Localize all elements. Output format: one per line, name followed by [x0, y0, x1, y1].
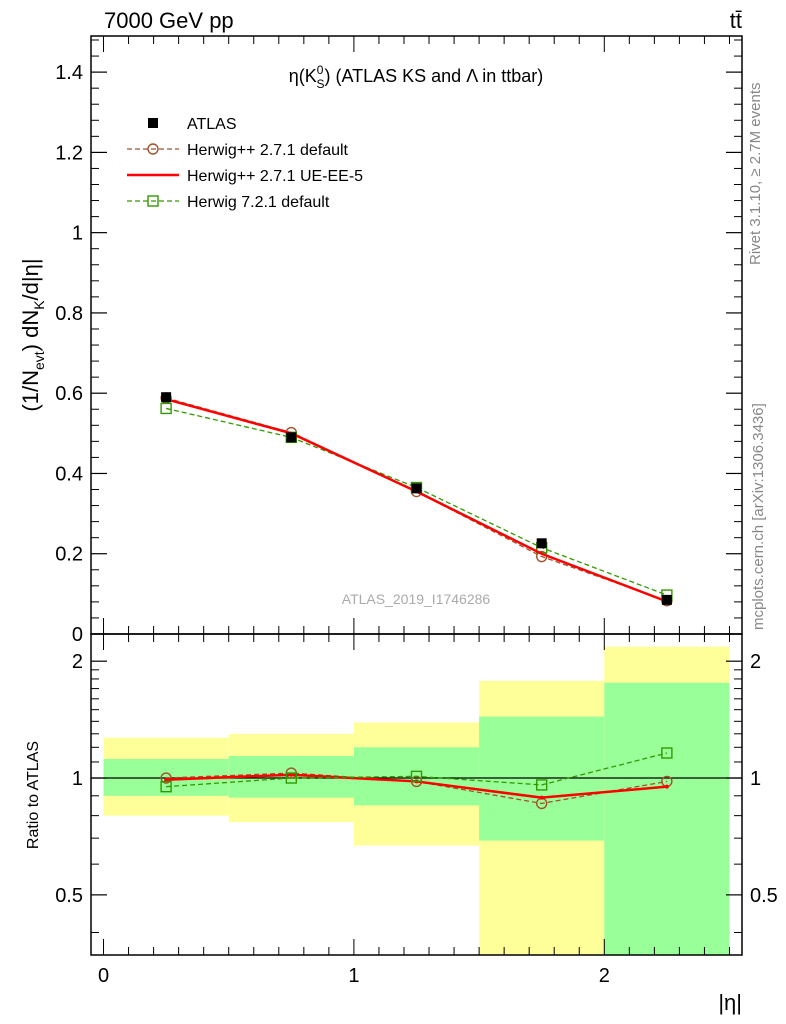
ratio-y-tick-label-right-2: 2: [750, 651, 761, 673]
ratio-y-tick-label-left-1: 1: [72, 768, 83, 790]
x-tick-label-2: 2: [599, 965, 610, 987]
process-label: tt̄: [730, 8, 742, 33]
mcplots-label: mcplots.cern.ch [arXiv:1306.3436]: [750, 403, 767, 630]
legend: ATLAS Herwig++ 2.7.1 default Herwig++ 2.7.…: [127, 116, 363, 211]
ratio-line-herwig-7-2-1-default: [166, 752, 668, 788]
ratio-y-tick-label-right-1: 1: [750, 768, 761, 790]
main-series: [160, 392, 673, 607]
x-axis-label: |η|: [718, 990, 742, 1015]
main-y-tick-label-3: 0.6: [55, 383, 83, 405]
ratio-y-tick-label-left-2: 2: [72, 651, 83, 673]
main-y-tick-label-4: 0.8: [55, 303, 83, 325]
legend-label-herwig-7-2-1-default: Herwig 7.2.1 default: [187, 194, 330, 211]
main-y-tick-label-6: 1.2: [55, 142, 83, 164]
plot-title: η(K0 S) (ATLAS KS and Λ in ttbar): [289, 63, 544, 91]
ratio-y-axis-label: Ratio to ATLAS: [25, 741, 42, 849]
x-tick-label-0: 0: [98, 965, 109, 987]
analysis-watermark: ATLAS_2019_I1746286: [342, 591, 491, 607]
main-y-tick-label-5: 1: [72, 223, 83, 245]
rivet-label: Rivet 3.1.10, ≥ 2.7M events: [747, 83, 764, 266]
main-y-tick-label-2: 0.4: [55, 463, 83, 485]
ylabel-c: /d|η|: [18, 258, 43, 300]
main-y-tick-label-0: 0: [72, 624, 83, 646]
main-point-atlas-4: [661, 594, 672, 605]
legend-label-herwig-2-7-1-default: Herwig++ 2.7.1 default: [187, 142, 349, 159]
ylabel-k: K: [31, 300, 47, 310]
ratio-point-herwig-7-2-1-default-2: [410, 770, 423, 783]
x-tick-label-1: 1: [348, 965, 359, 987]
ratio-y-tick-label-right-0: 0.5: [750, 885, 778, 907]
ratio-point-herwig-7-2-1-default-0: [160, 780, 172, 793]
title-sup: 0: [317, 63, 324, 77]
legend-marker-herwig-7-2-1-default: [147, 195, 159, 207]
ratio-point-herwig-7-2-1-default-4: [661, 747, 673, 759]
ratio-point-herwig-7-2-1-default-1: [285, 772, 298, 784]
ratio-point-herwig-7-2-1-default-3: [535, 779, 548, 791]
main-y-tick-label-7: 1.4: [55, 62, 83, 84]
ratio-point-herwig-2-7-1-ue-ee-5-3: [539, 795, 544, 800]
main-point-atlas-0: [161, 392, 172, 403]
main-line-herwig-2-7-1-default: [165, 397, 668, 602]
ratio-bands: [91, 646, 742, 955]
main-point-atlas-2: [411, 483, 422, 494]
ratio-point-herwig-2-7-1-ue-ee-5-4: [664, 784, 669, 789]
energy-label: 7000 GeV pp: [104, 8, 234, 33]
legend-marker-atlas: [148, 118, 158, 128]
ratio-point-herwig-2-7-1-default-0: [160, 772, 172, 784]
ylabel-evt: evt: [31, 351, 47, 370]
main-point-atlas-3: [536, 538, 547, 549]
ratio-frame: [90, 633, 743, 956]
main-y-axis-label: (1/Nevt) dNK/d|η|: [18, 258, 47, 411]
axes: 0 0.2 0.4 0.6 0.8 1 1.2 1.4 0 1 2 0.5 0.5 1 1 2 2: [55, 35, 778, 987]
legend-label-herwig-2-7-1-ue-ee-5: Herwig++ 2.7.1 UE-EE-5: [187, 168, 363, 185]
ratio-point-herwig-2-7-1-ue-ee-5-0: [164, 777, 169, 782]
main-line-herwig-7-2-1-default: [165, 407, 668, 596]
main-y-tick-label-1: 0.2: [55, 544, 83, 566]
main-point-atlas-1: [286, 432, 297, 443]
ratio-y-tick-label-left-0: 0.5: [55, 885, 83, 907]
ratio-band-green-4: [604, 682, 730, 955]
title-sub: S: [316, 77, 324, 91]
ylabel-b: ) dN: [18, 310, 43, 352]
legend-marker-herwig-2-7-1-default: [147, 143, 159, 155]
ylabel-a: (1/N: [18, 370, 43, 412]
title-eta: η(K: [289, 66, 317, 86]
main-line-herwig-2-7-1-ue-ee-5: [165, 398, 668, 603]
title-rest: ) (ATLAS KS and Λ in ttbar): [324, 66, 543, 86]
main-point-herwig-7-2-1-default-0: [160, 402, 172, 415]
legend-label-atlas: ATLAS: [187, 116, 237, 133]
ratio-series: [160, 747, 673, 810]
